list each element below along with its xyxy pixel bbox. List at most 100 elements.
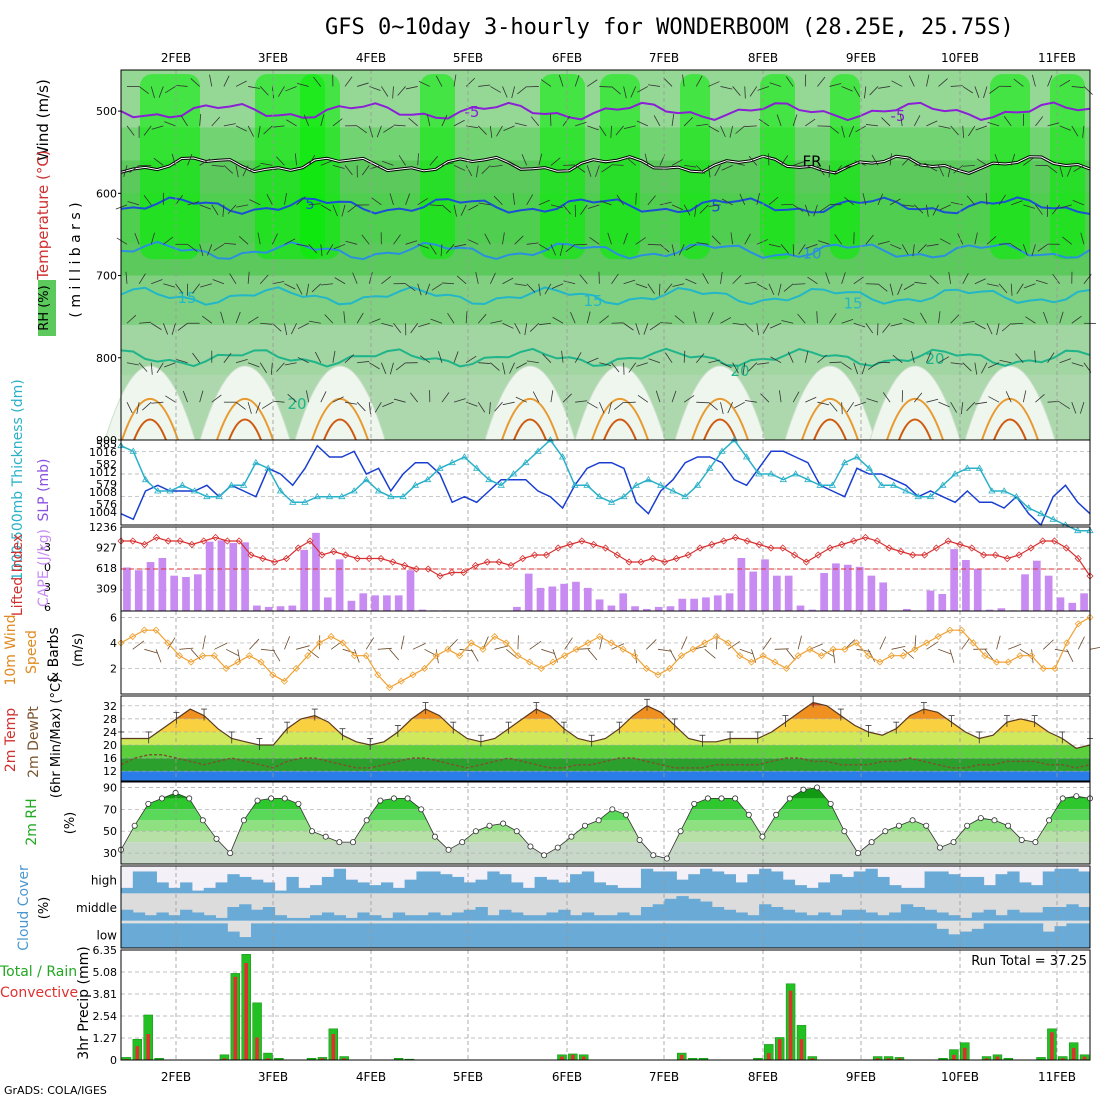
cloud-bar-middle	[971, 912, 985, 921]
wind-barb	[344, 165, 353, 176]
cloud-bar-low	[1030, 923, 1044, 948]
cloud-bar-high	[924, 871, 937, 894]
isotherm-hot	[513, 418, 547, 441]
cloud-bar-high	[121, 887, 134, 894]
thickness-tick-label: 576	[96, 498, 117, 511]
wind-barb	[589, 237, 600, 245]
cloud-bar-low	[132, 923, 146, 948]
wind-barb	[649, 322, 661, 331]
wind-barb	[429, 156, 438, 166]
cloud-bar-middle	[522, 915, 536, 921]
thickness-point	[816, 481, 824, 488]
wind10-point	[1028, 652, 1036, 660]
wind-barb	[607, 232, 612, 245]
precip-tick-label: 5.08	[93, 966, 118, 979]
cape-bar	[123, 567, 131, 611]
cloud-bar-middle	[782, 909, 796, 921]
wind-barb	[502, 232, 505, 245]
temp-tick-label: 20	[103, 739, 117, 752]
wind-barb	[902, 204, 915, 207]
wind10-point	[946, 626, 954, 634]
wind-barb	[817, 76, 826, 87]
cloud-bar-high	[747, 874, 760, 894]
wind-barb	[834, 234, 842, 245]
rh-point	[882, 828, 889, 835]
cloud-bar-low	[191, 923, 205, 948]
wind-barb	[247, 316, 259, 324]
wind10-point	[596, 632, 604, 641]
cloud-bar-middle	[652, 904, 666, 921]
isotherm-10	[120, 240, 1091, 261]
wind-barb	[235, 165, 239, 178]
wind-barb	[769, 322, 782, 329]
wind10-point	[1063, 639, 1071, 647]
lifted-index-point	[826, 544, 834, 552]
cloud-bar-low	[900, 923, 914, 948]
cloud-bar-middle	[759, 904, 772, 921]
wind-barb	[767, 153, 770, 166]
wind-barb	[720, 402, 724, 414]
wind-barb	[227, 204, 237, 215]
wind10-point	[292, 664, 300, 673]
wind-barb	[696, 165, 706, 175]
wind-barb	[1052, 273, 1060, 285]
wind10-point	[199, 652, 207, 660]
wind-barb	[1037, 243, 1048, 252]
cloud-bar-high	[723, 874, 736, 894]
wind-barb	[1035, 116, 1044, 127]
wind-barb	[926, 243, 939, 247]
precip-convective-bar	[679, 1054, 684, 1060]
wind-barb	[630, 86, 637, 98]
wind-barb	[846, 401, 855, 413]
wind-barb	[211, 394, 222, 403]
cloud-bar-low	[428, 923, 441, 948]
wind-barb	[435, 75, 443, 87]
date-label-top: 9FEB	[846, 51, 876, 65]
wind-barb	[408, 117, 418, 127]
wind-barb	[187, 154, 193, 166]
cloud-bar-low	[711, 923, 725, 948]
label-rh2m-unit: (%)	[63, 812, 78, 835]
thickness-point	[840, 458, 849, 466]
cloud-bar-middle	[1054, 907, 1067, 921]
wind-barb	[989, 86, 1000, 94]
moist-column	[540, 74, 585, 260]
wind-barb	[805, 164, 817, 170]
wind-barb	[374, 401, 382, 413]
wind-barb	[395, 362, 406, 371]
wind-barb	[708, 165, 711, 178]
wind-barb	[648, 84, 661, 87]
wind10-point	[1074, 620, 1082, 628]
cape-bar	[406, 570, 415, 611]
cloud-bar-high	[629, 887, 642, 894]
wind-barb	[248, 86, 261, 89]
wind-barb	[502, 277, 514, 285]
wind10-barb	[541, 648, 555, 655]
thickness-point	[399, 492, 407, 500]
cloud-bar-middle	[841, 909, 855, 921]
wind-barb	[580, 204, 588, 215]
isotherm-hot	[228, 418, 262, 441]
temp-band	[121, 771, 1090, 781]
wind-barb	[926, 165, 938, 172]
cloud-bar-middle	[321, 912, 335, 921]
precip-convective-bar	[146, 1034, 151, 1060]
precip-convective-bar	[1050, 1032, 1054, 1060]
temp-band	[121, 718, 1090, 732]
rh-point	[677, 828, 684, 835]
wind-barb	[1071, 402, 1077, 414]
wind-barb	[489, 125, 493, 138]
wind-barb	[897, 283, 903, 295]
wind-barb	[343, 311, 346, 324]
cloud-bar-low	[546, 923, 559, 948]
wind-barb	[284, 362, 297, 366]
wind-barb	[1025, 316, 1036, 324]
rh-point	[1018, 836, 1025, 843]
cloud-bar-high	[404, 879, 417, 894]
wind-barb	[587, 401, 598, 409]
wind-barb	[347, 204, 358, 213]
cloud-bar-high	[392, 887, 406, 894]
thickness-point	[301, 498, 309, 505]
